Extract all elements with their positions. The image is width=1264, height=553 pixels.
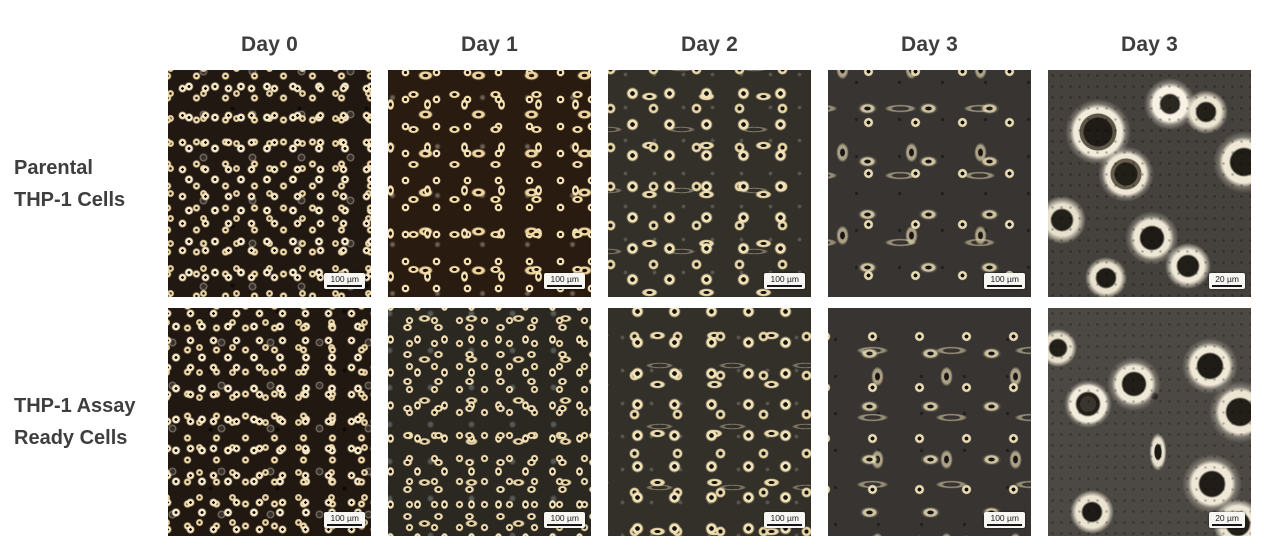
scale-bar-label: 100 µm: [547, 274, 582, 287]
micrograph-assay-ready-day3-zoom: 20 µm: [1048, 308, 1251, 536]
micrograph-assay-ready-day0: 100 µm: [168, 308, 371, 536]
micrograph-parental-day1: 100 µm: [388, 70, 591, 297]
scale-bar: 100 µm: [984, 512, 1025, 528]
column-header-day0: Day 0: [240, 33, 299, 56]
micrograph-parental-day3-zoom: 20 µm: [1048, 70, 1251, 297]
scale-bar-label: 100 µm: [767, 274, 802, 287]
micrograph-assay-ready-day2: 100 µm: [608, 308, 811, 536]
column-header-day3-zoom: Day 3: [1120, 33, 1179, 56]
column-header-day1: Day 1: [460, 33, 519, 56]
micrograph-parental-day3: 100 µm: [828, 70, 1031, 297]
scale-bar-label: 20 µm: [1212, 274, 1242, 287]
scale-bar-label: 100 µm: [987, 513, 1022, 526]
scale-bar: 100 µm: [544, 512, 585, 528]
scale-bar: 100 µm: [764, 512, 805, 528]
row-label-assay-ready: THP-1 Assay Ready Cells: [0, 308, 151, 536]
micrograph-assay-ready-day3: 100 µm: [828, 308, 1031, 536]
scale-bar: 100 µm: [324, 512, 365, 528]
header-spacer: [0, 0, 151, 59]
scale-bar: 20 µm: [1209, 512, 1245, 528]
micrograph-assay-ready-day1: 100 µm: [388, 308, 591, 536]
micrograph-parental-day2: 100 µm: [608, 70, 811, 297]
scale-bar-label: 20 µm: [1212, 513, 1242, 526]
row-label-parental-line1: Parental: [14, 156, 93, 179]
row-label-assay-ready-line1: THP-1 Assay: [14, 395, 136, 417]
scale-bar-label: 100 µm: [327, 513, 362, 526]
row-label-assay-ready-line2: Ready Cells: [14, 427, 128, 449]
scale-bar-label: 100 µm: [327, 274, 362, 287]
scale-bar-label: 100 µm: [767, 513, 802, 526]
column-header-day3: Day 3: [900, 33, 959, 56]
scale-bar: 20 µm: [1209, 273, 1245, 289]
scale-bar: 100 µm: [544, 273, 585, 289]
scale-bar-label: 100 µm: [987, 274, 1022, 287]
column-header-day2: Day 2: [680, 33, 739, 56]
scale-bar: 100 µm: [764, 273, 805, 289]
micrograph-parental-day0: 100 µm: [168, 70, 371, 297]
row-label-parental-line2: THP-1 Cells: [14, 188, 126, 211]
scale-bar: 100 µm: [324, 273, 365, 289]
row-label-parental: Parental THP-1 Cells: [0, 70, 151, 297]
scale-bar-label: 100 µm: [547, 513, 582, 526]
scale-bar: 100 µm: [984, 273, 1025, 289]
